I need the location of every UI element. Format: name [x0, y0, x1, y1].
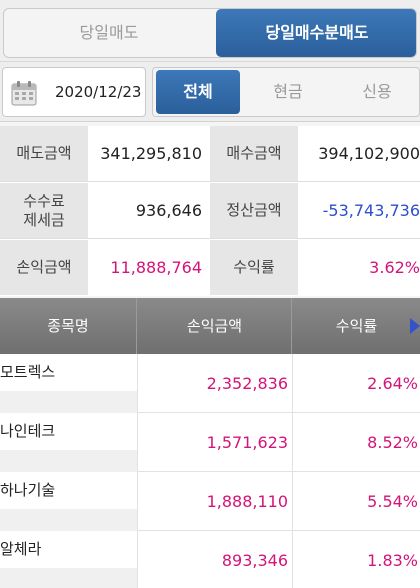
scroll-right-arrow-icon[interactable]: [410, 318, 420, 334]
stock-rate: 8.52%: [367, 433, 418, 452]
stock-rate: 1.83%: [367, 551, 418, 570]
stock-name: 알체라: [0, 531, 137, 568]
stock-pnl: 1,571,623: [206, 433, 288, 452]
stock-name: 나인테크: [0, 413, 137, 450]
top-tab-bar: 당일매도 당일매수분매도: [0, 0, 420, 62]
buy-amount-label: 매수금액: [210, 126, 298, 181]
settlement-value: -53,743,736: [322, 201, 420, 220]
date-value: 2020/12/23: [55, 83, 142, 101]
date-picker[interactable]: 2020/12/23: [2, 67, 146, 117]
stock-table-header: 종목명 손익금액 수익률: [0, 298, 420, 354]
fee-label-line2: 제세금: [23, 210, 65, 229]
return-value: 3.62%: [369, 258, 420, 277]
summary-row-pnl: 손익금액 11,888,764 수익률 3.62%: [0, 240, 420, 296]
sell-amount-value: 341,295,810: [100, 144, 202, 163]
filter-all-button[interactable]: 전체: [156, 70, 240, 114]
account-type-segment: 전체 현금 신용: [152, 67, 420, 117]
table-row[interactable]: 알체라 893,346 1.83%: [0, 531, 420, 588]
stock-name: 모트렉스: [0, 354, 137, 391]
fee-tax-value: 936,646: [135, 201, 202, 220]
table-row[interactable]: 하나기술 1,888,110 5.54%: [0, 472, 420, 531]
table-row[interactable]: 나인테크 1,571,623 8.52%: [0, 413, 420, 472]
summary-grid: 매도금액 341,295,810 매수금액 394,102,900 수수료 제세금…: [0, 126, 420, 296]
calendar-icon: [11, 81, 37, 106]
header-pnl[interactable]: 손익금액: [138, 298, 292, 354]
summary-row-fees: 수수료 제세금 936,646 정산금액 -53,743,736: [0, 183, 420, 239]
return-label: 수익률: [210, 240, 298, 295]
stock-name: 하나기술: [0, 472, 137, 509]
header-stock-name[interactable]: 종목명: [0, 298, 137, 354]
sell-mode-segment: 당일매도 당일매수분매도: [3, 8, 417, 58]
stock-rate: 5.54%: [367, 492, 418, 511]
fee-label-line1: 수수료: [23, 191, 65, 210]
table-row[interactable]: 모트렉스 2,352,836 2.64%: [0, 354, 420, 413]
stock-rate: 2.64%: [367, 374, 418, 393]
summary-row-amounts: 매도금액 341,295,810 매수금액 394,102,900: [0, 126, 420, 182]
header-rate[interactable]: 수익률: [335, 317, 378, 335]
settlement-label: 정산금액: [210, 183, 298, 238]
fee-tax-label: 수수료 제세금: [0, 183, 88, 238]
filter-cash-button[interactable]: 현금: [273, 82, 303, 101]
sell-amount-label: 매도금액: [0, 126, 88, 181]
stock-pnl: 2,352,836: [206, 374, 288, 393]
buy-amount-value: 394,102,900: [318, 144, 420, 163]
filter-row: 2020/12/23 전체 현금 신용: [0, 62, 420, 122]
stock-table-body: 모트렉스 2,352,836 2.64% 나인테크 1,571,623 8.52…: [0, 354, 420, 588]
tab-today-buy-sell[interactable]: 당일매수분매도: [216, 9, 416, 57]
filter-credit-button[interactable]: 신용: [362, 82, 392, 101]
pnl-value: 11,888,764: [110, 258, 202, 277]
tab-today-sell[interactable]: 당일매도: [79, 23, 139, 42]
pnl-label: 손익금액: [0, 240, 88, 295]
stock-pnl: 893,346: [221, 551, 288, 570]
stock-pnl: 1,888,110: [206, 492, 288, 511]
